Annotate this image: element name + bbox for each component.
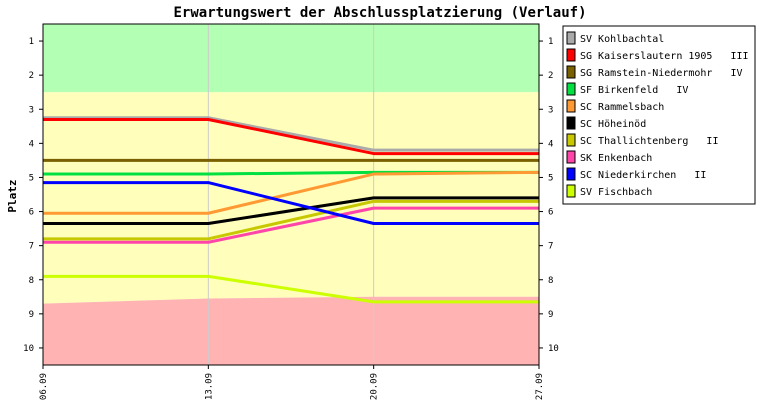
y-tick-label: 6	[29, 208, 34, 218]
legend-entry: SG Ramstein-Niedermohr IV	[580, 68, 743, 79]
legend-swatch	[566, 150, 576, 164]
y-tick-label-right: 1	[548, 37, 553, 47]
y-tick-label: 5	[29, 173, 34, 183]
series-lines	[43, 116, 540, 304]
y-tick-label-right: 9	[548, 310, 553, 320]
legend-swatch	[566, 167, 576, 181]
chart-title: Erwartungswert der Abschlussplatzierung …	[173, 5, 586, 21]
series-line	[43, 117, 539, 156]
plot-frame	[42, 23, 540, 366]
legend-swatch	[566, 82, 576, 96]
y-tick-label: 7	[29, 242, 34, 252]
y-tick-label-right: 3	[548, 105, 553, 115]
y-tick-label-right: 6	[548, 208, 553, 218]
legend-entry: SV Kohlbachtal	[580, 34, 664, 45]
legend-entry: SC Höheinöd	[580, 119, 646, 130]
legend: SV Kohlbachtal SG Kaiserslautern 1905 III…	[562, 25, 756, 205]
legend-entry: SC Niederkirchen II	[580, 170, 706, 181]
y-tick-label: 2	[29, 71, 34, 81]
legend-entry: SF Birkenfeld IV	[580, 85, 688, 96]
y-tick-label-right: 2	[548, 71, 553, 81]
legend-swatch	[566, 184, 576, 198]
legend-entry: SK Enkenbach	[580, 153, 652, 164]
legend-entry: SG Kaiserslautern 1905 III	[580, 51, 749, 62]
axes: 1 1 2 2 3 3 4 4 5 5 6 6 7 7 8 8 9 9 10 10 06.09 13.09 20.09 27.…	[23, 23, 559, 400]
y-axis-label: Platz	[6, 179, 19, 212]
series-line	[43, 181, 539, 225]
y-tick-label: 3	[29, 105, 34, 115]
band-aufstieg	[43, 24, 539, 93]
y-tick-label: 4	[29, 139, 34, 149]
series-line	[43, 274, 539, 304]
y-tick-label: 1	[29, 37, 34, 47]
y-tick-label: 8	[29, 276, 34, 286]
band-mittelfeld	[43, 92, 539, 304]
legend-swatch	[566, 48, 576, 62]
x-tick-label: 20.09	[370, 373, 380, 400]
y-tick-label-right: 8	[548, 276, 553, 286]
series-line	[43, 196, 539, 225]
legend-box	[562, 25, 756, 205]
legend-entry: SC Rammelsbach	[580, 102, 664, 113]
background-bands	[43, 24, 539, 365]
legend-swatch	[566, 116, 576, 130]
y-tick-label-right: 7	[548, 242, 553, 252]
legend-swatch	[566, 133, 576, 147]
legend-entry: SV Fischbach	[580, 187, 652, 198]
x-tick-label: 27.09	[535, 373, 545, 400]
series-line	[43, 116, 539, 152]
series-line	[43, 206, 539, 244]
y-tick-label-right: 5	[548, 173, 553, 183]
legend-swatch	[566, 99, 576, 113]
legend-entry: SC Thallichtenberg II	[580, 136, 718, 147]
x-tick-label: 13.09	[204, 373, 214, 400]
y-tick-label-right: 10	[548, 344, 559, 354]
band-abstieg	[43, 296, 539, 365]
x-tick-label: 06.09	[39, 373, 49, 400]
series-line	[43, 199, 539, 241]
y-tick-label: 9	[29, 310, 34, 320]
legend-swatch	[566, 31, 576, 45]
legend-swatch	[566, 65, 576, 79]
series-line	[43, 170, 540, 215]
y-tick-label: 10	[23, 344, 34, 354]
y-tick-label-right: 4	[548, 139, 553, 149]
